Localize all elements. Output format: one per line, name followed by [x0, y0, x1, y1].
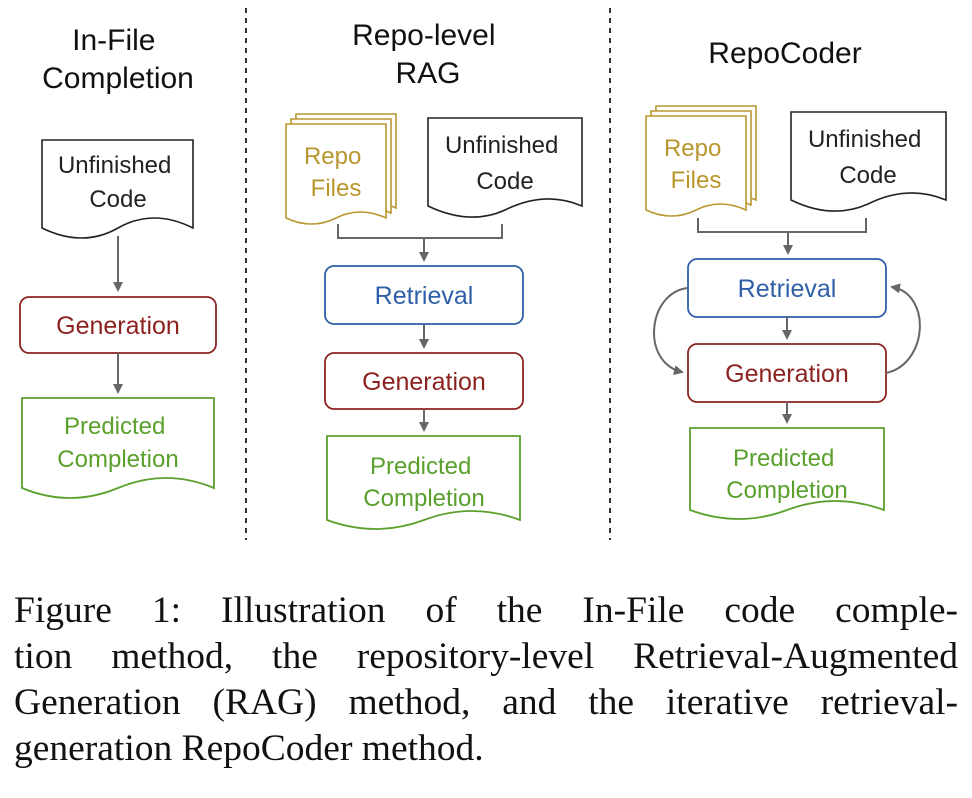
unfinished-code-document — [41, 139, 194, 239]
svg-text:Predicted Completion: Predicted Completion — [363, 453, 484, 512]
loop-arrow-generation-to-retrieval — [885, 283, 921, 374]
caption-line: generation RepoCoder method. — [14, 728, 484, 769]
generation-label: Generation — [56, 312, 180, 340]
unfinished-code-label: Code — [839, 162, 896, 189]
unfinished-code-document — [790, 111, 947, 212]
generation-label: Generation — [725, 360, 849, 388]
caption-line: tion method, the repository-level Retrie… — [14, 636, 958, 677]
unfinished-code-label: Code — [89, 186, 146, 213]
column-title: Completion — [42, 62, 194, 95]
retrieval-label: Retrieval — [738, 275, 837, 303]
unfinished-code-label: Unfinished — [445, 132, 558, 159]
column-title: In-File — [72, 24, 155, 57]
predicted-completion-label: Predicted — [64, 413, 165, 440]
column-title: RAG — [395, 57, 460, 90]
svg-text:Unfinished Code: Unfinished Code — [808, 126, 928, 189]
svg-text:Predicted Completion: Predicted Completion — [726, 445, 847, 504]
predicted-completion-document — [689, 427, 885, 520]
column-repocoder: RepoCoder Repo Files Unfinished Code Ret… — [645, 37, 947, 520]
unfinished-code-label: Code — [476, 168, 533, 195]
figure-caption: Figure 1: Illustration of the In-File co… — [14, 588, 958, 772]
svg-text:Repo-level RAG: Repo-level RAG — [352, 19, 504, 90]
column-title: RepoCoder — [708, 37, 861, 70]
repo-files-stack — [645, 105, 757, 217]
column-title: Repo-level — [352, 19, 495, 52]
predicted-completion-label: Predicted — [370, 453, 471, 480]
repo-files-label: Repo — [664, 135, 721, 162]
predicted-completion-document — [21, 397, 215, 499]
svg-text:Unfinished Code: Unfinished Code — [445, 132, 565, 195]
column-repo-level-rag: Repo-level RAG Repo Files Unfinished Cod… — [285, 19, 583, 530]
unfinished-code-document — [427, 117, 583, 218]
generation-label: Generation — [362, 368, 486, 396]
repo-files-label: Files — [311, 175, 362, 202]
svg-text:Repo Files: Repo Files — [304, 143, 368, 202]
predicted-completion-label: Predicted — [733, 445, 834, 472]
loop-arrow-retrieval-to-generation — [653, 287, 689, 375]
merge-connector — [337, 224, 503, 239]
merge-connector — [697, 218, 867, 233]
unfinished-code-label: Unfinished — [58, 152, 171, 179]
retrieval-label: Retrieval — [375, 282, 474, 310]
predicted-completion-label: Completion — [57, 446, 178, 473]
method-comparison-diagram: In-File Completion Unfinished Code Gener… — [19, 8, 947, 540]
svg-text:Unfinished Code: Unfinished Code — [58, 152, 178, 213]
repo-files-label: Files — [671, 167, 722, 194]
predicted-completion-label: Completion — [726, 477, 847, 504]
caption-line: Generation (RAG) method, and the iterati… — [14, 682, 958, 723]
repo-files-label: Repo — [304, 143, 361, 170]
repo-files-stack — [285, 113, 397, 225]
predicted-completion-document — [326, 435, 521, 530]
caption-line: Figure 1: Illustration of the In-File co… — [14, 590, 958, 631]
svg-text:Repo Files: Repo Files — [664, 135, 728, 194]
column-in-file: In-File Completion Unfinished Code Gener… — [19, 24, 217, 499]
svg-text:Predicted Completion: Predicted Completion — [57, 413, 178, 473]
predicted-completion-label: Completion — [363, 485, 484, 512]
svg-text:In-File Completion: In-File Completion — [42, 24, 194, 95]
unfinished-code-label: Unfinished — [808, 126, 921, 153]
